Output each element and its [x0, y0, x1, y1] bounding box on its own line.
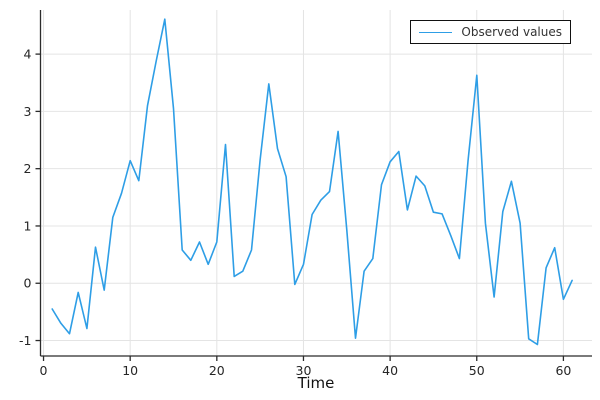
series-line [51, 18, 573, 346]
legend-line-sample [419, 31, 453, 33]
y-tick-label: 0 [24, 276, 32, 291]
y-tick-label: 4 [24, 47, 32, 62]
y-tick-label: -1 [19, 333, 31, 348]
x-axis-title: Time [297, 374, 335, 392]
x-tick-label: 10 [122, 363, 138, 378]
x-tick-label: 0 [40, 363, 48, 378]
y-tick-label: 1 [24, 218, 32, 233]
legend: Observed values [410, 20, 571, 44]
legend-label: Observed values [461, 25, 562, 39]
x-tick-label: 40 [382, 363, 398, 378]
y-tick-label: 2 [24, 161, 32, 176]
x-tick-label: 50 [469, 363, 485, 378]
x-tick-label: 30 [296, 363, 312, 378]
y-tick-label: 3 [24, 104, 32, 119]
x-tick-label: 20 [209, 363, 225, 378]
x-tick-label: 60 [555, 363, 571, 378]
